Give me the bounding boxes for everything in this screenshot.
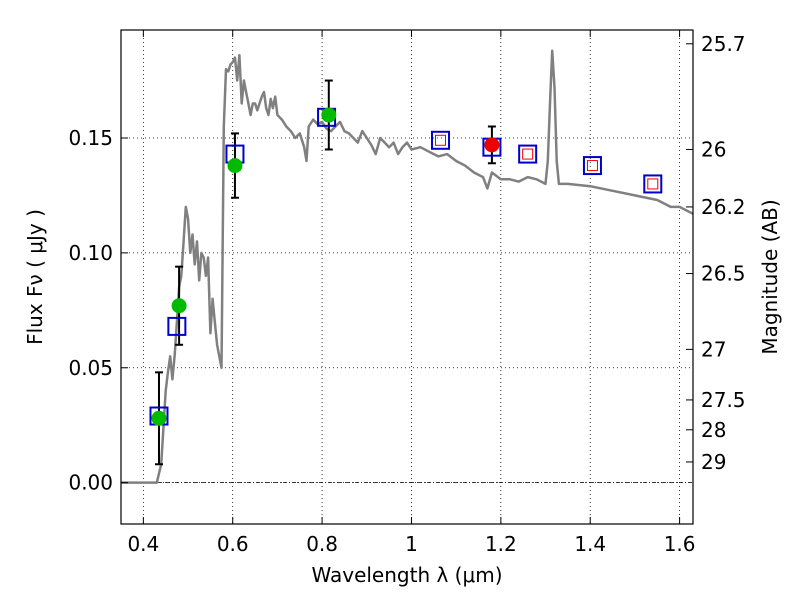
model-sed-line — [121, 49, 694, 484]
x-tick-label: 1 — [405, 532, 418, 556]
model-band-square — [431, 130, 451, 150]
sed-curve — [121, 49, 694, 484]
upper-limit-square — [586, 160, 598, 172]
right-tick-label: 27.5 — [701, 388, 746, 412]
x-tick-label: 1.6 — [664, 532, 696, 556]
observed-point — [321, 107, 337, 123]
right-tick-label: 26 — [701, 137, 726, 161]
right-tick-label: 29 — [701, 450, 726, 474]
model-band-square — [518, 144, 538, 164]
right-axis-label: Magnitude (AB) — [758, 199, 782, 354]
observed-point — [484, 137, 500, 153]
upper-limit-square — [647, 178, 659, 190]
x-tick-label: 1.4 — [574, 532, 606, 556]
x-tick-label: 0.6 — [217, 532, 249, 556]
y-tick-label: 0.00 — [68, 471, 113, 495]
y-axis-label: Flux Fν ( μJy ) — [23, 209, 47, 345]
model-band-square — [643, 174, 663, 194]
right-axis-ticks: 25.7 26 26.2 26.5 27 27.5 28 29 — [686, 32, 746, 474]
x-axis-label: Wavelength λ (μm) — [311, 563, 502, 587]
x-tick-label: 0.8 — [306, 532, 338, 556]
right-tick-label: 27 — [701, 337, 726, 361]
right-tick-label: 26.5 — [701, 262, 746, 286]
y-tick-label: 0.15 — [68, 126, 113, 150]
x-tick-label: 1.2 — [485, 532, 517, 556]
observed-point — [227, 158, 243, 174]
y-axis-ticks: 0.00 0.05 0.10 0.15 — [68, 126, 128, 495]
right-tick-label: 25.7 — [701, 32, 746, 56]
right-tick-label: 28 — [701, 418, 726, 442]
observed-point — [171, 298, 187, 314]
right-tick-label: 26.2 — [701, 195, 746, 219]
upper-limit-square — [522, 148, 534, 160]
x-tick-label: 0.4 — [127, 532, 159, 556]
x-axis-ticks: 0.4 0.6 0.8 1 1.2 1.4 1.6 — [127, 30, 696, 556]
grid — [121, 30, 693, 524]
data-markers — [149, 79, 663, 466]
y-tick-label: 0.10 — [68, 241, 113, 265]
model-band-square — [582, 156, 602, 176]
observed-point — [151, 410, 167, 426]
y-tick-label: 0.05 — [68, 356, 113, 380]
plot-frame — [120, 29, 694, 525]
upper-limit-square — [435, 134, 447, 146]
model-band-square — [167, 316, 187, 336]
